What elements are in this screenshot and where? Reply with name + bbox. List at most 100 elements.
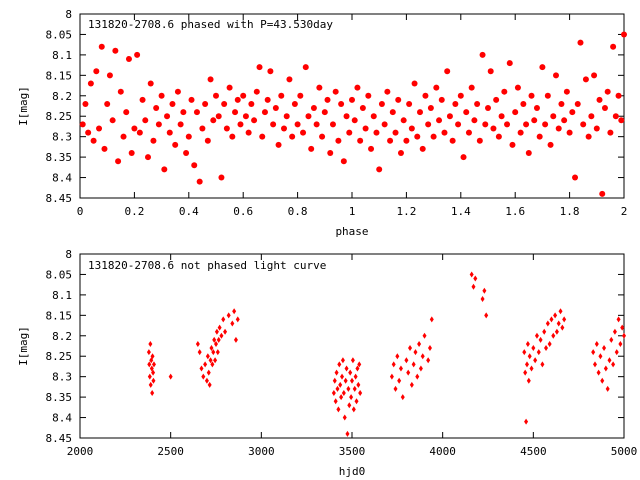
x-tick-label: 5000	[611, 445, 638, 458]
data-point	[473, 275, 478, 282]
data-point	[438, 96, 445, 103]
data-point	[482, 287, 487, 294]
data-point	[599, 190, 606, 197]
data-point	[531, 345, 536, 352]
y-tick-label: 8.4	[52, 172, 72, 185]
data-point	[216, 336, 221, 343]
data-point	[362, 125, 369, 132]
data-point	[534, 332, 539, 339]
data-point	[308, 145, 315, 152]
data-point	[618, 340, 623, 347]
data-point	[203, 361, 208, 368]
data-point	[620, 324, 625, 331]
data-point	[406, 369, 411, 376]
data-point	[348, 369, 353, 376]
data-point	[539, 64, 546, 71]
data-point	[544, 345, 549, 352]
data-point	[604, 88, 611, 95]
data-point	[378, 100, 385, 107]
data-point	[291, 100, 298, 107]
data-point	[585, 133, 592, 140]
data-point	[389, 373, 394, 380]
data-point	[350, 357, 355, 364]
data-point	[409, 381, 414, 388]
data-point	[199, 365, 204, 372]
data-point	[344, 365, 349, 372]
data-point	[403, 137, 410, 144]
data-point	[523, 369, 528, 376]
data-point	[387, 137, 394, 144]
data-point	[335, 385, 340, 392]
data-point	[150, 353, 155, 360]
data-point	[384, 88, 391, 95]
data-point	[346, 129, 353, 136]
data-point	[395, 353, 400, 360]
y-tick-label: 8.05	[46, 28, 73, 41]
data-point	[145, 154, 151, 161]
data-point	[614, 349, 619, 356]
x-tick-label: 1.6	[505, 205, 525, 218]
data-point	[411, 80, 418, 87]
data-point	[131, 125, 138, 132]
data-point	[594, 340, 599, 347]
y-tick-label: 8.25	[46, 350, 73, 363]
data-point	[256, 64, 263, 71]
data-point	[294, 121, 301, 128]
data-point	[147, 80, 154, 87]
data-point	[395, 96, 402, 103]
data-point	[419, 145, 426, 152]
data-point	[514, 84, 521, 91]
data-point	[207, 76, 214, 83]
data-point	[300, 129, 307, 136]
data-point	[146, 349, 151, 356]
data-point	[209, 345, 214, 352]
data-point	[509, 141, 516, 148]
data-point	[397, 377, 402, 384]
data-point	[436, 117, 443, 124]
data-point	[345, 430, 350, 437]
y-tick-label: 8.1	[52, 289, 72, 302]
data-point	[547, 340, 552, 347]
data-point	[316, 84, 323, 91]
data-point	[337, 361, 342, 368]
data-point	[215, 349, 220, 356]
data-point	[400, 117, 407, 124]
data-point	[607, 129, 614, 136]
data-point	[517, 129, 524, 136]
data-point	[232, 109, 239, 116]
data-point	[340, 373, 345, 380]
data-point	[302, 64, 309, 71]
x-tick-label: 2	[621, 205, 628, 218]
x-tick-label: 2000	[67, 445, 94, 458]
data-point	[259, 133, 266, 140]
data-point	[562, 316, 567, 323]
data-point	[195, 340, 200, 347]
data-point	[504, 121, 511, 128]
data-point	[596, 96, 603, 103]
data-point	[267, 68, 274, 75]
data-point	[457, 92, 464, 99]
data-point	[147, 361, 152, 368]
data-point	[349, 394, 354, 401]
data-point	[333, 398, 338, 405]
y-tick-label: 8.15	[46, 69, 73, 82]
data-point	[172, 141, 179, 148]
data-point	[112, 47, 119, 54]
data-point	[408, 345, 413, 352]
data-point	[283, 113, 290, 120]
data-point	[349, 96, 355, 103]
data-point	[376, 166, 383, 173]
data-point	[482, 121, 489, 128]
data-point	[495, 133, 502, 140]
data-point	[542, 328, 547, 335]
data-point	[183, 150, 190, 157]
data-point	[417, 340, 422, 347]
data-point	[338, 381, 343, 388]
data-point	[240, 92, 247, 99]
data-point	[346, 385, 351, 392]
data-point	[572, 174, 579, 181]
data-point	[148, 340, 153, 347]
y-tick-label: 8.3	[52, 131, 72, 144]
data-point	[498, 113, 505, 120]
